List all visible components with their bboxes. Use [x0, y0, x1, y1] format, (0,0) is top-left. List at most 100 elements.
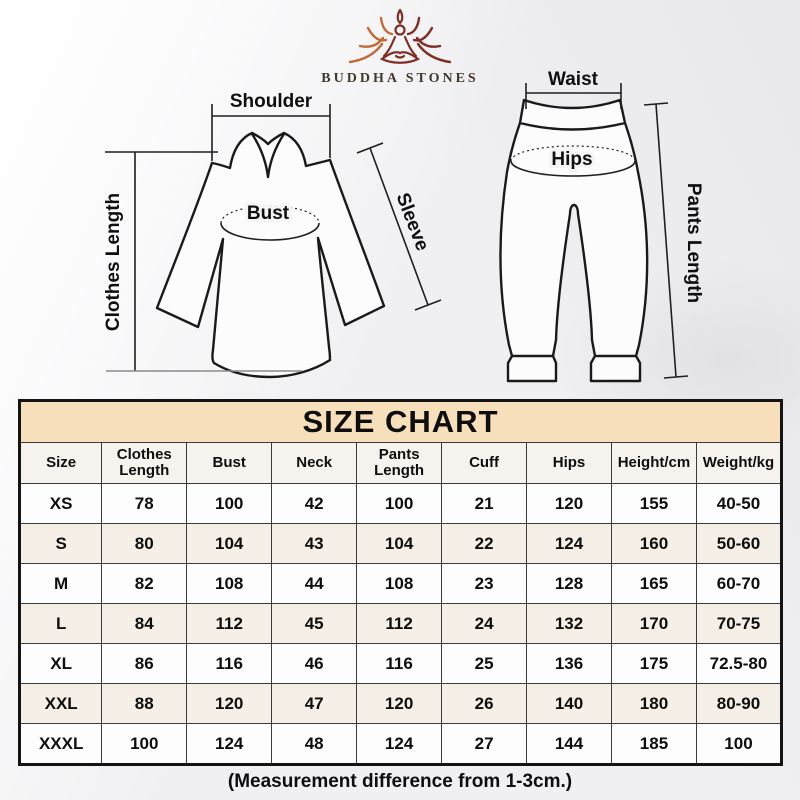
column-header: Weight/kg — [695, 442, 783, 484]
measurement-note: (Measurement difference from 1-3cm.) — [227, 771, 573, 792]
size-table-body: XS 78 100 42 100 21 120 155 40-50 S 80 104 43 104 22 12… — [18, 483, 783, 765]
hips-ellipse-dotted — [510, 145, 636, 162]
size-value: 82 — [101, 563, 188, 604]
size-row: M 82 108 44 108 23 128 165 60-70 — [18, 563, 783, 604]
brand-logo: BUDDHA STONES — [0, 6, 800, 87]
size-value: 128 — [526, 563, 612, 604]
sleeve-measure-line — [356, 142, 442, 311]
column-header: Neck — [271, 442, 358, 484]
size-chart-title-row: SIZE CHART — [19, 400, 782, 443]
size-value: 132 — [526, 603, 612, 644]
column-header: Height/cm — [611, 442, 697, 484]
size-label: XXXL — [18, 723, 103, 765]
column-header: Clothes Length — [101, 442, 188, 484]
size-value: 120 — [356, 683, 443, 724]
size-value: 124 — [186, 723, 273, 765]
column-header: Bust — [186, 442, 273, 484]
size-value: 100 — [356, 483, 443, 524]
size-label: S — [18, 523, 103, 564]
size-row: XS 78 100 42 100 21 120 155 40-50 — [18, 483, 783, 524]
meditator-flame — [396, 8, 404, 25]
size-row: XXL 88 120 47 120 26 140 180 80-90 — [18, 683, 783, 724]
size-value: 124 — [526, 523, 612, 564]
size-value: 116 — [186, 643, 273, 684]
hips-ellipse-solid — [510, 160, 636, 177]
size-value: 42 — [271, 483, 358, 524]
waist-measure-line — [525, 83, 622, 109]
column-header-row: Size Clothes Length Bust Neck Pants Length Cu… — [18, 442, 783, 484]
meditator-arm — [403, 35, 418, 58]
size-label: M — [18, 563, 103, 604]
size-chart-table: SIZE CHART Size Clothes Length Bust Neck Pan… — [18, 399, 783, 766]
measurement-diagrams: Shoulder Clothes Length Bust Sleeve Wais… — [103, 69, 704, 383]
size-value: 43 — [271, 523, 358, 564]
shirt-diagram: Shoulder Clothes Length Bust Sleeve — [103, 91, 442, 379]
column-header: Hips — [526, 442, 612, 484]
size-value: 120 — [526, 483, 612, 524]
size-value: 23 — [441, 563, 528, 604]
size-value: 40-50 — [695, 483, 783, 524]
bust-ellipse-solid — [220, 222, 320, 241]
size-row: XL 86 116 46 116 25 136 175 72.5-80 — [18, 643, 783, 684]
meditator-head — [394, 24, 406, 36]
shirt-outline — [155, 131, 386, 379]
size-value: 80-90 — [695, 683, 783, 724]
size-value: 175 — [611, 643, 697, 684]
brand-name: BUDDHA STONES — [321, 71, 479, 86]
size-chart-title: SIZE CHART — [19, 400, 782, 443]
size-value: 22 — [441, 523, 528, 564]
size-value: 144 — [526, 723, 612, 765]
size-value: 80 — [101, 523, 188, 564]
size-value: 104 — [356, 523, 443, 564]
size-value: 27 — [441, 723, 528, 765]
size-value: 136 — [526, 643, 612, 684]
size-value: 108 — [356, 563, 443, 604]
size-value: 78 — [101, 483, 188, 524]
column-header: Pants Length — [356, 442, 443, 484]
size-value: 48 — [271, 723, 358, 765]
lotus-petal — [348, 42, 384, 64]
size-value: 104 — [186, 523, 273, 564]
size-value: 47 — [271, 683, 358, 724]
size-value: 45 — [271, 603, 358, 644]
lotus-petal — [412, 26, 434, 42]
size-label: L — [18, 603, 103, 644]
size-value: 70-75 — [695, 603, 783, 644]
size-row: S 80 104 43 104 22 124 160 50-60 — [18, 523, 783, 564]
size-value: 170 — [611, 603, 697, 644]
bust-label: Bust — [247, 203, 290, 224]
pants-outline — [499, 98, 649, 383]
size-value: 112 — [186, 603, 273, 644]
size-value: 180 — [611, 683, 697, 724]
column-header: Cuff — [441, 442, 528, 484]
size-value: 46 — [271, 643, 358, 684]
size-value: 108 — [186, 563, 273, 604]
size-label: XL — [18, 643, 103, 684]
bust-ellipse-dotted — [220, 205, 320, 224]
meditator-legs — [379, 51, 421, 64]
size-value: 124 — [356, 723, 443, 765]
pants-length-measure-line — [643, 102, 689, 379]
size-value: 88 — [101, 683, 188, 724]
size-value: 165 — [611, 563, 697, 604]
size-value: 140 — [526, 683, 612, 724]
lotus-meditation-icon — [348, 8, 452, 64]
column-header: Size — [18, 442, 103, 484]
waist-label: Waist — [548, 69, 599, 90]
lotus-petal — [379, 16, 394, 36]
size-value: 112 — [356, 603, 443, 644]
pants-fill — [500, 100, 648, 381]
size-value: 25 — [441, 643, 528, 684]
pants-diagram: Waist Hips Pants Length — [499, 69, 704, 383]
size-row: XXXL 100 124 48 124 27 144 185 100 — [18, 723, 783, 765]
meditator-hands — [394, 54, 406, 59]
shoulder-label: Shoulder — [230, 91, 313, 112]
size-value: 21 — [441, 483, 528, 524]
size-value: 24 — [441, 603, 528, 644]
size-label: XXL — [18, 683, 103, 724]
size-value: 100 — [695, 723, 783, 765]
clothes-length-measure-line — [105, 151, 218, 371]
size-value: 155 — [611, 483, 697, 524]
clothes-length-label: Clothes Length — [103, 193, 124, 331]
